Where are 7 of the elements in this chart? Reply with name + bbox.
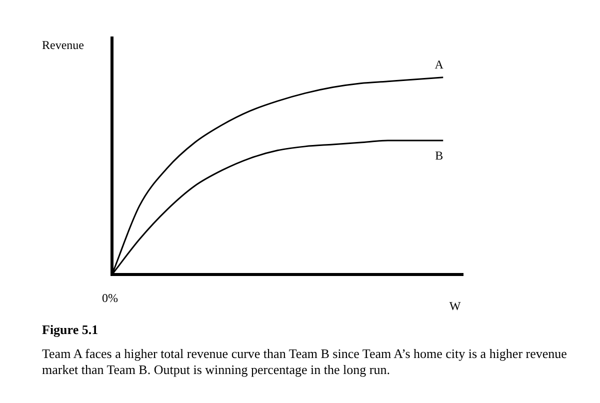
series-label: A — [434, 58, 444, 72]
y-axis-title: Revenue — [42, 38, 84, 52]
text: Team A faces a higher total revenue curve than Team B since Team A’s home city is a higher revenue market than Team B. Output is winning percentage in the long run. — [42, 346, 568, 378]
text: Figure 5.1 — [42, 322, 100, 338]
series-label: B — [435, 148, 444, 163]
x-axis-title: W — [449, 298, 462, 313]
text: 0% — [102, 290, 118, 305]
